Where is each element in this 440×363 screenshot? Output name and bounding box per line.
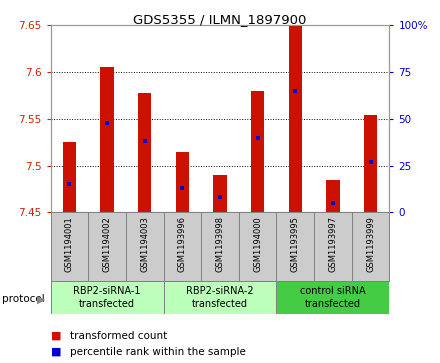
Bar [326, 180, 340, 212]
Point [66, 182, 73, 187]
Bar [51, 281, 164, 314]
Text: GSM1193997: GSM1193997 [328, 216, 337, 272]
Text: RBP2-siRNA-1
transfected: RBP2-siRNA-1 transfected [73, 286, 141, 309]
Bar [164, 281, 276, 314]
Text: control siRNA
transfected: control siRNA transfected [300, 286, 366, 309]
Bar [276, 281, 389, 314]
Text: GDS5355 / ILMN_1897900: GDS5355 / ILMN_1897900 [133, 13, 307, 26]
Text: GSM1193999: GSM1193999 [366, 216, 375, 272]
Text: percentile rank within the sample: percentile rank within the sample [70, 347, 246, 357]
Point [141, 138, 148, 144]
Point [103, 120, 110, 126]
Point [367, 159, 374, 165]
Text: RBP2-siRNA-2
transfected: RBP2-siRNA-2 transfected [186, 286, 254, 309]
Text: GSM1194002: GSM1194002 [103, 216, 112, 272]
Text: protocol: protocol [2, 294, 45, 305]
Point [254, 135, 261, 140]
Text: GSM1194000: GSM1194000 [253, 216, 262, 272]
Point [292, 88, 299, 94]
Bar [100, 68, 114, 212]
Text: transformed count: transformed count [70, 331, 168, 341]
Bar [138, 93, 151, 212]
Point [330, 200, 337, 206]
Point [179, 185, 186, 191]
Text: ■: ■ [51, 347, 61, 357]
Text: ■: ■ [51, 331, 61, 341]
Bar [213, 175, 227, 212]
Text: GSM1194001: GSM1194001 [65, 216, 74, 272]
Bar [63, 142, 76, 212]
Text: ▶: ▶ [37, 294, 45, 305]
Text: GSM1193998: GSM1193998 [216, 216, 224, 272]
Bar [251, 91, 264, 212]
Text: GSM1194003: GSM1194003 [140, 216, 149, 272]
Point [216, 195, 224, 200]
Bar [289, 25, 302, 212]
Bar [364, 115, 377, 212]
Text: GSM1193995: GSM1193995 [291, 216, 300, 272]
Text: GSM1193996: GSM1193996 [178, 216, 187, 272]
Bar [176, 152, 189, 212]
